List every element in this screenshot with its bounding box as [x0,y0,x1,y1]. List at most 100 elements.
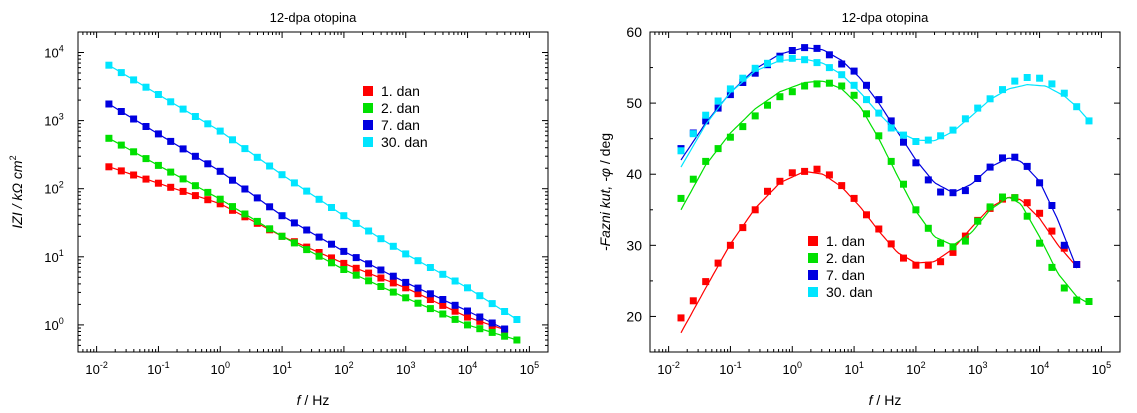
chart-2: 12-dpa otopina 10-2 10-1 100 101 102 103 104 105… [597,10,1121,408]
data-point [689,175,697,183]
data-point [1023,199,1031,207]
legend-swatch [363,137,373,147]
data-point [726,91,734,99]
y-tick-label: 30 [626,237,642,253]
data-point [875,132,883,140]
data-point [340,259,348,267]
data-point [912,159,920,167]
data-point [912,206,920,214]
data-point [389,279,397,287]
data-point [451,301,459,309]
data-point [937,132,945,140]
legend-swatch [808,287,818,297]
data-point [689,297,697,305]
data-point [937,239,945,247]
data-point [377,266,385,274]
data-point [241,210,249,218]
data-point [204,188,212,196]
data-point [677,147,685,155]
data-point [726,241,734,249]
data-point [365,227,373,235]
data-point [439,270,447,278]
data-point [365,277,373,285]
fit-line [680,58,1090,168]
plot-frame [77,31,549,353]
data-point [714,145,722,153]
x-tick-label: 102 [334,360,353,377]
data-point [402,278,410,286]
data-point [726,85,734,93]
data-point [266,162,274,170]
data-point [117,108,125,115]
data-point [1048,227,1056,235]
x-axis-label: f / Hz [869,392,902,408]
data-point [328,259,335,267]
data-point [439,310,447,318]
data-point [266,203,274,211]
data-point [751,206,759,214]
data-point [677,314,685,322]
data-point [1023,212,1031,220]
data-point [838,60,846,68]
x-tick-label: 105 [520,360,539,377]
series-2-dan [105,134,521,344]
y-tick-label: 50 [626,95,642,111]
data-point [365,260,373,268]
data-point [949,243,957,251]
data-point [328,204,335,211]
legend-label: 1. dan [826,233,865,249]
x-tick-label: 104 [458,360,477,377]
data-point [464,284,471,292]
data-point [788,47,796,54]
data-point [825,171,833,179]
data-point [1060,241,1068,249]
data-point [501,308,509,315]
data-point [179,187,187,195]
data-point [142,123,150,130]
data-point [167,98,175,106]
data-point [377,235,385,243]
data-point [1085,298,1093,305]
data-point [216,200,224,208]
data-point [154,91,162,98]
data-point [937,188,945,196]
data-point [1073,261,1081,268]
data-point [389,272,397,280]
data-point [924,224,932,232]
data-point [961,187,969,195]
x-tick-label: 10-2 [85,360,107,377]
x-tick-label: 101 [844,360,863,377]
data-point [426,296,434,303]
data-point [801,167,809,175]
y-axis-label: -Fazni kut, -φ / deg [597,133,613,251]
data-point [825,64,833,72]
data-point [414,284,422,292]
data-point [167,183,175,191]
data-point [974,217,982,225]
data-point [464,321,471,329]
data-point [451,307,459,315]
y-axis-label: IZI / kΩ cm2 [8,155,25,228]
legend-label: 2. dan [826,250,865,266]
data-point [315,252,323,260]
data-point [838,71,846,79]
data-point [142,155,150,163]
data-point [167,137,175,145]
data-point [513,336,521,344]
data-point [179,145,187,153]
data-point [130,76,138,84]
data-point [825,79,833,87]
data-point [414,290,422,298]
data-point [340,266,348,273]
data-point [887,240,895,248]
data-point [352,219,360,227]
data-point [887,124,895,132]
data-point [986,203,994,211]
data-point [191,113,199,120]
data-point [937,258,945,266]
series-2-dan [677,79,1093,305]
data-point [1011,77,1019,85]
data-point [414,299,422,307]
